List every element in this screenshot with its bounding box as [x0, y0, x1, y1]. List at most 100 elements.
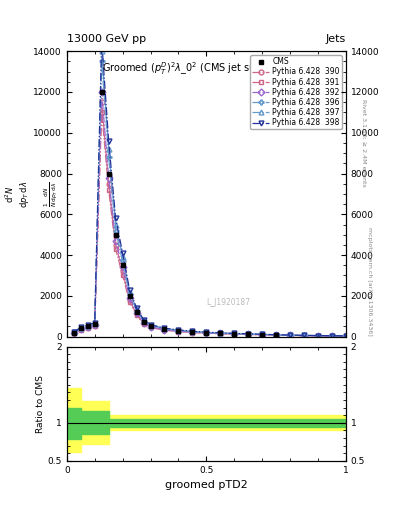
Pythia 6.428  390 — [204, 330, 209, 336]
Pythia 6.428  392 — [329, 333, 334, 339]
Pythia 6.428  390 — [92, 323, 97, 329]
Pythia 6.428  396 — [106, 154, 111, 160]
Pythia 6.428  397 — [141, 317, 146, 324]
Pythia 6.428  392 — [232, 331, 237, 337]
Pythia 6.428  397 — [79, 325, 83, 331]
Pythia 6.428  398 — [72, 329, 76, 335]
Pythia 6.428  397 — [316, 332, 320, 338]
Pythia 6.428  392 — [343, 333, 348, 339]
Pythia 6.428  398 — [120, 250, 125, 256]
Pythia 6.428  396 — [176, 328, 181, 334]
Pythia 6.428  398 — [218, 330, 222, 336]
Pythia 6.428  391 — [113, 246, 118, 252]
Pythia 6.428  397 — [113, 221, 118, 227]
Pythia 6.428  396 — [260, 331, 264, 337]
Pythia 6.428  396 — [148, 323, 153, 329]
Pythia 6.428  391 — [246, 331, 251, 337]
Pythia 6.428  398 — [343, 333, 348, 339]
Pythia 6.428  390 — [113, 242, 118, 248]
Pythia 6.428  397 — [85, 323, 90, 329]
Pythia 6.428  398 — [246, 331, 251, 337]
Pythia 6.428  397 — [92, 320, 97, 326]
Pythia 6.428  391 — [329, 333, 334, 339]
Pythia 6.428  398 — [79, 325, 83, 331]
Pythia 6.428  391 — [218, 331, 222, 337]
Pythia 6.428  397 — [329, 333, 334, 339]
Pythia 6.428  391 — [127, 299, 132, 305]
Pythia 6.428  397 — [302, 332, 307, 338]
Pythia 6.428  392 — [302, 332, 307, 338]
Pythia 6.428  398 — [190, 328, 195, 334]
Pythia 6.428  397 — [232, 330, 237, 336]
Pythia 6.428  396 — [316, 333, 320, 339]
Pythia 6.428  392 — [148, 324, 153, 330]
Pythia 6.428  390 — [106, 181, 111, 187]
Pythia 6.428  398 — [274, 332, 278, 338]
Pythia 6.428  390 — [218, 331, 222, 337]
Pythia 6.428  396 — [134, 308, 139, 314]
Pythia 6.428  391 — [106, 187, 111, 193]
Pythia 6.428  397 — [260, 331, 264, 337]
Pythia 6.428  392 — [92, 322, 97, 328]
Pythia 6.428  398 — [232, 330, 237, 336]
Line: Pythia 6.428  390: Pythia 6.428 390 — [72, 100, 348, 338]
Pythia 6.428  396 — [85, 323, 90, 329]
Pythia 6.428  392 — [218, 330, 222, 336]
Pythia 6.428  391 — [141, 321, 146, 327]
Pythia 6.428  391 — [176, 329, 181, 335]
Pythia 6.428  397 — [106, 146, 111, 152]
Pythia 6.428  397 — [72, 329, 76, 335]
Y-axis label: $\mathrm{d}^2N$
$\mathrm{d}p_T\,\mathrm{d}\lambda$

$\frac{1}{N}\frac{\mathrm{d}: $\mathrm{d}^2N$ $\mathrm{d}p_T\,\mathrm{… — [4, 180, 60, 207]
Pythia 6.428  397 — [148, 322, 153, 328]
Pythia 6.428  390 — [288, 332, 292, 338]
Pythia 6.428  390 — [246, 331, 251, 337]
Line: Pythia 6.428  397: Pythia 6.428 397 — [72, 49, 348, 338]
Pythia 6.428  390 — [190, 329, 195, 335]
Line: Pythia 6.428  396: Pythia 6.428 396 — [72, 59, 348, 338]
Pythia 6.428  391 — [288, 332, 292, 338]
Pythia 6.428  390 — [232, 331, 237, 337]
Pythia 6.428  398 — [113, 216, 118, 222]
Pythia 6.428  396 — [246, 331, 251, 337]
Pythia 6.428  392 — [120, 264, 125, 270]
Pythia 6.428  392 — [113, 238, 118, 244]
Pythia 6.428  396 — [302, 332, 307, 338]
Pythia 6.428  392 — [176, 328, 181, 334]
Pythia 6.428  391 — [190, 330, 195, 336]
Pythia 6.428  398 — [92, 319, 97, 326]
Pythia 6.428  397 — [190, 328, 195, 334]
Pythia 6.428  391 — [148, 325, 153, 331]
Pythia 6.428  392 — [134, 310, 139, 316]
Pythia 6.428  391 — [134, 312, 139, 318]
Pythia 6.428  392 — [79, 326, 83, 332]
Pythia 6.428  392 — [85, 324, 90, 330]
Pythia 6.428  396 — [204, 329, 209, 335]
Pythia 6.428  397 — [120, 254, 125, 260]
Pythia 6.428  390 — [343, 333, 348, 339]
Pythia 6.428  391 — [232, 331, 237, 337]
Pythia 6.428  390 — [316, 333, 320, 339]
Pythia 6.428  396 — [274, 332, 278, 338]
Pythia 6.428  396 — [162, 326, 167, 332]
Pythia 6.428  396 — [72, 329, 76, 335]
Pythia 6.428  392 — [127, 295, 132, 301]
Pythia 6.428  392 — [106, 175, 111, 181]
Pythia 6.428  397 — [99, 48, 104, 54]
Pythia 6.428  390 — [79, 327, 83, 333]
Pythia 6.428  391 — [302, 333, 307, 339]
Pythia 6.428  392 — [204, 330, 209, 336]
Pythia 6.428  391 — [204, 330, 209, 336]
Pythia 6.428  391 — [79, 327, 83, 333]
Text: Groomed $(p_T^D)^2\lambda\_0^2$ (CMS jet substructure): Groomed $(p_T^D)^2\lambda\_0^2$ (CMS jet… — [102, 60, 310, 77]
Pythia 6.428  396 — [127, 291, 132, 297]
Pythia 6.428  391 — [72, 330, 76, 336]
Pythia 6.428  396 — [343, 333, 348, 339]
Pythia 6.428  392 — [260, 332, 264, 338]
Pythia 6.428  396 — [113, 227, 118, 233]
Pythia 6.428  391 — [343, 333, 348, 339]
Pythia 6.428  390 — [148, 324, 153, 330]
Pythia 6.428  391 — [162, 327, 167, 333]
Pythia 6.428  397 — [127, 289, 132, 295]
Pythia 6.428  397 — [204, 329, 209, 335]
Pythia 6.428  398 — [127, 287, 132, 293]
